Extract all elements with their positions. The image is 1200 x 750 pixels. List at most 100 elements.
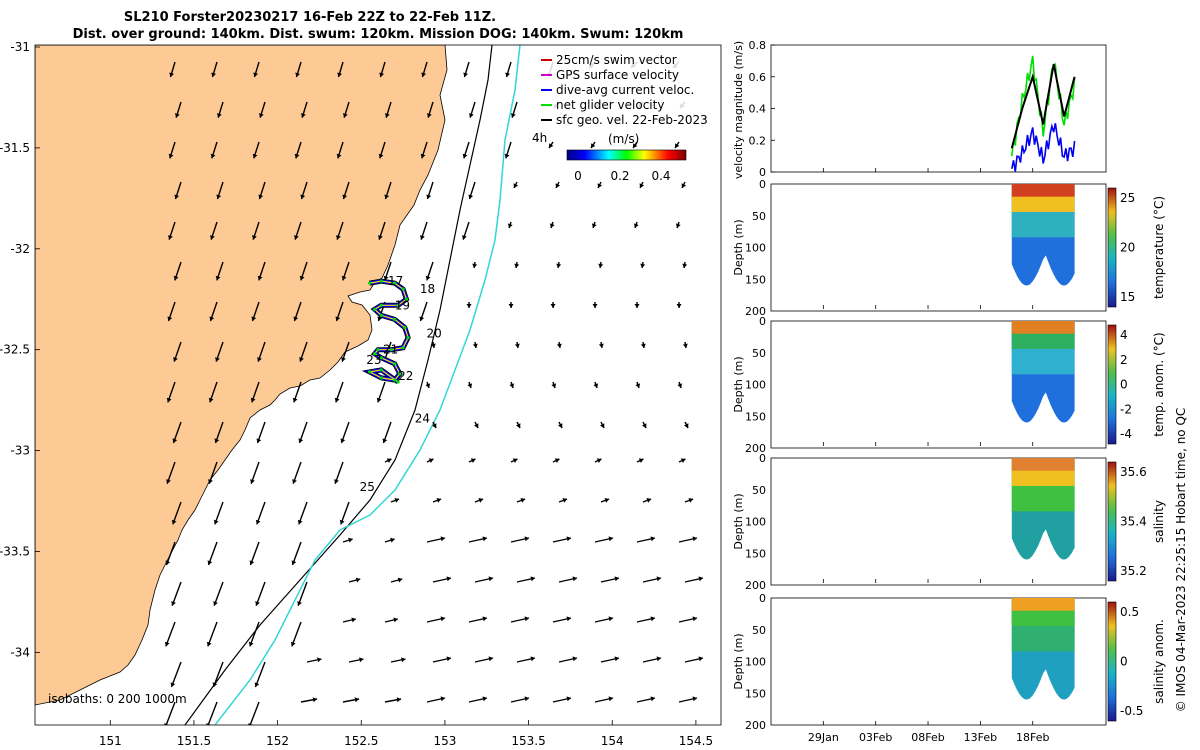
vector-head — [252, 235, 257, 240]
vector-head — [335, 316, 341, 322]
vector-head — [566, 616, 571, 622]
vector-head — [348, 537, 353, 543]
speed-colorbar — [566, 149, 687, 161]
day-label: 22 — [398, 369, 413, 383]
vector-head — [592, 303, 598, 308]
colorbar-tick: 0.4 — [651, 169, 670, 183]
title-line-2: Dist. over ground: 140km. Dist. swum: 12… — [73, 27, 684, 42]
vector-head — [462, 235, 467, 240]
depth-tick-label: 0 — [759, 178, 766, 191]
velocity-series — [1011, 55, 1076, 157]
vector-head — [213, 601, 218, 606]
vector-shaft — [297, 581, 308, 606]
vector-head — [396, 697, 402, 703]
vector-head — [384, 194, 390, 200]
vector-head — [294, 235, 299, 240]
depth-tick-label: 50 — [752, 210, 766, 223]
vector-head — [640, 343, 646, 348]
vector-shaft — [165, 541, 176, 566]
section-panel: 0 50 100 150 200 Depth (m) 25 20 15 temperature (… — [732, 178, 1166, 318]
vector-head — [208, 479, 213, 484]
day-label: 19 — [395, 298, 410, 312]
track-point — [368, 281, 372, 285]
vector-head — [420, 153, 426, 159]
lon-tick-label: 153 — [433, 734, 456, 748]
section-panel: 0 50 100 150 200 Depth (m) 35.6 35.4 35.2 salinit… — [732, 452, 1166, 592]
vector-head — [474, 423, 479, 428]
vector-head — [386, 458, 392, 463]
vector-shaft — [249, 621, 260, 647]
vector-head — [634, 303, 640, 308]
colorbar-tick-label: -0.5 — [1120, 704, 1143, 718]
vector-head — [393, 617, 398, 623]
vector-head — [354, 697, 360, 703]
vector-head — [596, 458, 602, 463]
section-colorbar-label: temperature (°C) — [1152, 196, 1166, 299]
vector-head — [505, 72, 511, 78]
glider-track — [361, 278, 411, 385]
vector-head — [432, 423, 437, 428]
vector-head — [426, 113, 432, 118]
velocity-tick-label: 0 — [759, 166, 766, 179]
vector-head — [377, 316, 383, 322]
vector-head — [215, 275, 221, 281]
track-point — [368, 370, 372, 374]
vector-head — [337, 72, 343, 78]
vector-head — [604, 498, 610, 503]
track-point — [393, 317, 397, 322]
time-tick-label: 03Feb — [859, 731, 892, 744]
vector-shaft — [207, 701, 218, 725]
vector-head — [682, 263, 688, 268]
section-panel: 0 50 100 150 200 Depth (m) 4 2 0 -2 -4 temp. anom. … — [732, 315, 1166, 455]
vector-head — [440, 536, 445, 542]
vector-head — [168, 235, 173, 240]
depth-tick-label: 200 — [745, 719, 766, 732]
vector-head — [390, 537, 395, 543]
vector-head — [174, 113, 180, 118]
time-tick-label: 08Feb — [911, 731, 944, 744]
vector-head — [512, 458, 518, 463]
vector-head — [593, 383, 599, 388]
track-point — [403, 325, 407, 330]
vector-head — [675, 223, 681, 228]
vector-head — [555, 183, 561, 188]
colorbar-tick-label: 0 — [1120, 378, 1128, 392]
vector-head — [446, 576, 451, 582]
vector-head — [656, 656, 661, 662]
section-surface — [1011, 184, 1075, 197]
section-colorbar-label: temp. anom. (°C) — [1152, 332, 1166, 436]
track-point — [379, 376, 383, 380]
vector-head — [639, 183, 645, 188]
depth-tick-label: 150 — [745, 687, 766, 700]
vector-head — [572, 576, 577, 582]
vector-head — [608, 696, 613, 702]
vector-head — [210, 235, 215, 240]
vector-head — [462, 153, 468, 159]
colorbar-tick-label: -4 — [1120, 427, 1132, 441]
vector-head — [340, 438, 346, 444]
vector-head — [516, 423, 521, 428]
vector-head — [597, 183, 603, 188]
credit: © IMOS 04-Mar-2023 22:25:15 Hobart time,… — [1174, 408, 1188, 713]
vector-head — [482, 536, 487, 542]
vector-head — [508, 303, 514, 308]
lat-tick-label: -32 — [10, 242, 30, 256]
depth-tick-label: 200 — [745, 442, 766, 455]
track-point — [376, 348, 380, 352]
vector-head — [334, 479, 339, 484]
vector-head — [470, 458, 476, 463]
vector-head — [169, 72, 175, 78]
vector-head — [252, 153, 258, 159]
vector-head — [206, 641, 212, 647]
day-label: 17 — [388, 274, 403, 288]
vector-head — [215, 357, 220, 362]
track-point — [379, 279, 383, 283]
vector-head — [440, 616, 445, 622]
depth-label: Depth (m) — [732, 493, 745, 549]
vector-shaft — [291, 541, 302, 566]
section-colorbar — [1107, 324, 1117, 445]
vector-head — [211, 72, 217, 78]
depth-label: Depth (m) — [732, 219, 745, 275]
vector-head — [633, 143, 638, 148]
